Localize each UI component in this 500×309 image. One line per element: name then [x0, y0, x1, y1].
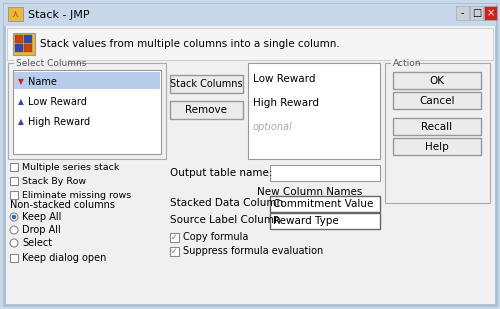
- Circle shape: [10, 239, 18, 247]
- Text: Recall: Recall: [422, 121, 452, 132]
- Text: Stack - JMP: Stack - JMP: [28, 10, 90, 20]
- Text: Keep dialog open: Keep dialog open: [22, 253, 106, 263]
- Text: Low Reward: Low Reward: [253, 74, 316, 84]
- Text: Stack Columns: Stack Columns: [170, 79, 243, 89]
- Bar: [393, 72, 481, 89]
- Bar: [15, 44, 23, 52]
- Text: Drop All: Drop All: [22, 225, 61, 235]
- Text: Source Label Column: Source Label Column: [170, 215, 280, 225]
- Bar: [170, 75, 243, 93]
- Bar: [393, 118, 481, 135]
- Text: ▼: ▼: [18, 78, 24, 87]
- Bar: [4, 4, 496, 26]
- Text: New Column Names: New Column Names: [258, 187, 362, 197]
- Circle shape: [10, 213, 18, 221]
- Bar: [170, 247, 179, 256]
- Bar: [13, 70, 161, 154]
- Text: High Reward: High Reward: [253, 98, 319, 108]
- Bar: [15, 35, 23, 43]
- Text: Multiple series stack: Multiple series stack: [22, 163, 120, 171]
- Text: Action: Action: [393, 60, 422, 69]
- Bar: [270, 165, 380, 181]
- Bar: [13, 33, 35, 55]
- Text: □: □: [472, 8, 481, 18]
- Text: Non-stacked columns: Non-stacked columns: [10, 200, 115, 210]
- Text: Suppress formula evaluation: Suppress formula evaluation: [183, 247, 323, 256]
- Text: ⋏: ⋏: [12, 9, 18, 19]
- Bar: [391, 59, 416, 67]
- Bar: [10, 163, 18, 171]
- Text: optional: optional: [253, 122, 293, 132]
- Text: Stacked Data Column: Stacked Data Column: [170, 198, 283, 208]
- Text: OK: OK: [430, 75, 444, 86]
- Bar: [393, 92, 481, 109]
- Bar: [8, 7, 23, 21]
- Text: Keep All: Keep All: [22, 212, 62, 222]
- Circle shape: [12, 215, 16, 219]
- Text: Stack By Row: Stack By Row: [22, 176, 86, 185]
- Text: High Reward: High Reward: [28, 117, 90, 127]
- Text: -: -: [461, 8, 464, 18]
- Bar: [270, 196, 380, 212]
- Bar: [24, 35, 32, 43]
- Bar: [8, 63, 166, 159]
- Text: Help: Help: [425, 142, 449, 151]
- Bar: [170, 233, 179, 242]
- Text: Low Reward: Low Reward: [28, 97, 87, 107]
- Bar: [456, 6, 469, 20]
- Bar: [270, 213, 380, 229]
- Text: Copy formula: Copy formula: [183, 232, 248, 243]
- Bar: [24, 44, 32, 52]
- Text: Name: Name: [28, 77, 57, 87]
- Text: Stack values from multiple columns into a single column.: Stack values from multiple columns into …: [40, 39, 340, 49]
- Bar: [14, 72, 160, 89]
- Bar: [393, 138, 481, 155]
- Bar: [10, 191, 18, 199]
- Text: ✓: ✓: [172, 247, 177, 256]
- Bar: [385, 63, 490, 203]
- Bar: [484, 6, 497, 20]
- Text: Select: Select: [22, 238, 52, 248]
- Text: Select Columns: Select Columns: [16, 60, 86, 69]
- Bar: [248, 63, 380, 159]
- Text: Remove: Remove: [186, 105, 228, 115]
- Text: ▲: ▲: [18, 98, 24, 107]
- Bar: [10, 254, 18, 262]
- Bar: [470, 6, 483, 20]
- Bar: [14, 59, 68, 67]
- Text: Commitment Value: Commitment Value: [273, 199, 374, 209]
- Text: ×: ×: [486, 8, 494, 18]
- Bar: [10, 177, 18, 185]
- Text: ▲: ▲: [18, 117, 24, 126]
- Bar: [7, 28, 493, 60]
- Text: Eliminate missing rows: Eliminate missing rows: [22, 191, 131, 200]
- Text: Cancel: Cancel: [419, 95, 455, 105]
- Text: ✓: ✓: [172, 233, 177, 242]
- Circle shape: [10, 226, 18, 234]
- Text: Output table name:: Output table name:: [170, 168, 272, 178]
- Text: Reward Type: Reward Type: [273, 216, 339, 226]
- Bar: [170, 101, 243, 119]
